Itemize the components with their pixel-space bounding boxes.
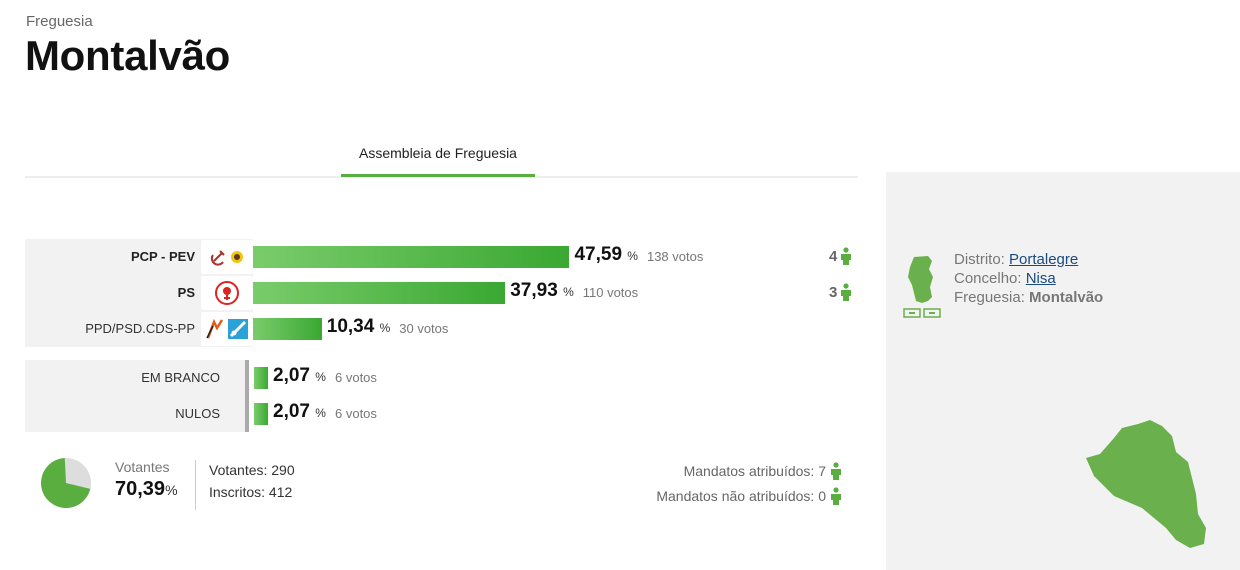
- hammer-sickle-icon: [210, 250, 225, 266]
- freguesia-label: Freguesia:: [954, 289, 1025, 306]
- map-panel: Distrito: Portalegre Concelho: Nisa Freg…: [886, 172, 1240, 570]
- summary-divider: [195, 460, 196, 510]
- mandatos-nao-atribuidos: Mandatos não atribuídos: 0: [656, 487, 842, 505]
- percent-sign: %: [627, 249, 638, 263]
- result-bar: [253, 282, 506, 304]
- distrito-line: Distrito: Portalegre: [954, 250, 1103, 269]
- percent-label: 37,93 %: [510, 280, 574, 301]
- portugal-map-icon: [903, 256, 941, 318]
- ps-fist-rose-icon: [215, 281, 239, 305]
- page-title: Montalvão: [25, 32, 230, 79]
- inscritos-count: Inscritos: 412: [209, 484, 293, 500]
- mandatos-atribuidos-text: Mandatos atribuídos: 7: [683, 463, 826, 479]
- party-logo: [201, 240, 253, 274]
- party-row-ps: PS: [25, 275, 253, 311]
- percent-sign: %: [563, 285, 574, 299]
- party-row-ppd-psd-cds-pp: PPD/PSD.CDS-PP: [25, 311, 253, 347]
- votes-label: 110 votos: [582, 285, 639, 300]
- tab-bar: Assembleia de Freguesia: [25, 128, 858, 178]
- mandatos-nao-atribuidos-text: Mandatos não atribuídos: 0: [656, 488, 826, 504]
- turnout-pie: [41, 458, 91, 508]
- freguesia-map: [1086, 420, 1206, 548]
- result-bar: [254, 367, 268, 389]
- distrito-label: Distrito:: [954, 251, 1005, 268]
- percent-label: 2,07 %: [273, 365, 326, 386]
- sunflower-icon: [231, 251, 243, 263]
- concelho-line: Concelho: Nisa: [954, 269, 1103, 288]
- location-info: Distrito: Portalegre Concelho: Nisa Freg…: [954, 250, 1103, 307]
- party-logo: [201, 276, 253, 310]
- row-em-branco: EM BRANCO: [25, 360, 245, 396]
- seats-value: 3: [829, 283, 838, 301]
- party-logo: [201, 312, 253, 346]
- party-label: PCP - PEV: [130, 249, 195, 264]
- votantes-count: Votantes: 290: [209, 462, 295, 478]
- breadcrumb: Freguesia: [26, 13, 93, 30]
- concelho-link[interactable]: Nisa: [1025, 270, 1056, 287]
- percent-sign: %: [315, 406, 326, 420]
- turnout-label: Votantes: [115, 459, 170, 475]
- result-bar: [253, 318, 322, 340]
- separator-line: [245, 360, 249, 432]
- mandatos-atribuidos: Mandatos atribuídos: 7: [684, 462, 842, 480]
- percent-sign: %: [379, 321, 391, 335]
- seats-count: 3: [829, 283, 852, 301]
- row-label: EM BRANCO: [141, 370, 220, 385]
- psd-arrows-icon: [206, 318, 224, 339]
- turnout-slice: [41, 458, 91, 508]
- votes-label: 6 votos: [335, 406, 377, 421]
- percent-label: 10,34 %: [326, 316, 391, 337]
- distrito-link[interactable]: Portalegre: [1009, 251, 1079, 268]
- person-icon: [831, 462, 841, 480]
- freguesia-line: Freguesia: Montalvão: [954, 288, 1103, 307]
- result-bar: [253, 246, 570, 268]
- seat-person-icon: [841, 283, 852, 301]
- turnout-value-wrap: 70,39%: [115, 478, 178, 501]
- party-row-pcp-pev: PCP - PEV: [25, 239, 253, 275]
- concelho-label: Concelho:: [954, 270, 1022, 287]
- party-label: PS: [177, 285, 195, 300]
- seats-count: 4: [829, 247, 852, 265]
- seats-value: 4: [829, 247, 838, 265]
- result-bar: [254, 403, 268, 425]
- row-nulos: NULOS: [25, 396, 245, 432]
- freguesia-name: Montalvão: [1029, 289, 1104, 306]
- party-label: PPD/PSD.CDS-PP: [85, 321, 195, 336]
- percent-label: 47,59 %: [574, 244, 638, 265]
- cds-logo-icon: [228, 319, 248, 339]
- percent-label: 2,07 %: [273, 401, 326, 422]
- turnout-value: 70,39: [115, 478, 166, 500]
- person-icon: [831, 487, 841, 505]
- percent-sign: %: [315, 370, 326, 384]
- row-label: NULOS: [175, 406, 220, 421]
- turnout-percent-sign: %: [165, 482, 178, 498]
- seat-person-icon: [841, 247, 852, 265]
- votes-label: 138 votos: [646, 249, 704, 264]
- votes-label: 6 votos: [335, 370, 377, 385]
- tab-assembleia-de-freguesia[interactable]: Assembleia de Freguesia: [341, 128, 535, 177]
- votes-label: 30 votos: [399, 321, 449, 336]
